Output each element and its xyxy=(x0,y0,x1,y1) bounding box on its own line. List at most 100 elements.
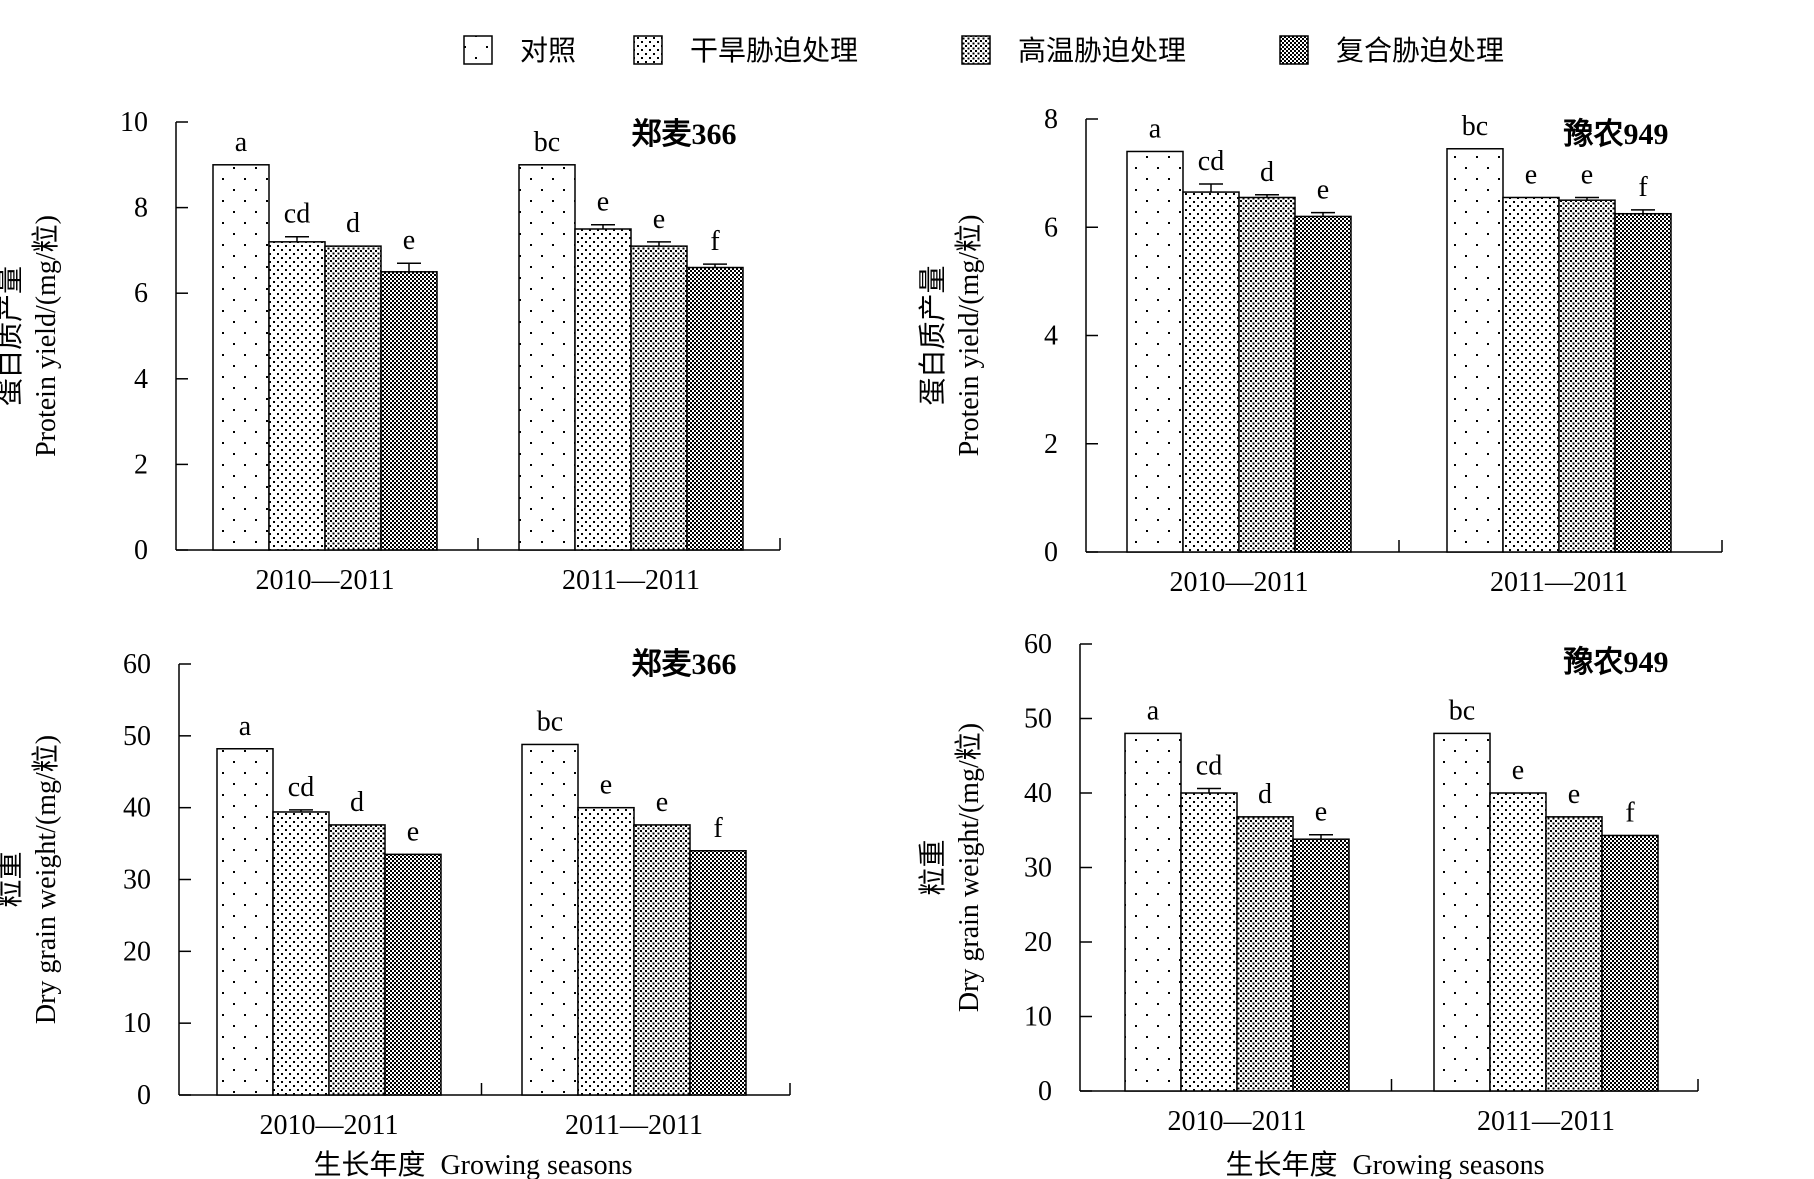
legend-item-combined: 复合胁迫处理 xyxy=(1279,34,1504,67)
y-axis-label-cn: 蛋白质产量 xyxy=(0,266,26,406)
significance-label: cd xyxy=(288,772,314,803)
significance-label: d xyxy=(1260,157,1274,188)
y-axis-label-cn: 粒重 xyxy=(0,851,26,907)
x-tick-label: 2010—2011 xyxy=(1170,567,1309,598)
significance-label: e xyxy=(600,770,612,801)
significance-label: f xyxy=(1625,797,1635,828)
legend-label-control: 对照 xyxy=(520,34,576,67)
significance-label: e xyxy=(1568,779,1580,810)
y-axis-label-en: Dry grain weight/(mg/粒) xyxy=(953,723,985,1012)
svg-text:生长年度 Growing seasons: 生长年度 Growing seasons xyxy=(313,1148,632,1179)
legend-item-drought: 干旱胁迫处理 xyxy=(633,34,858,67)
significance-label: a xyxy=(1149,113,1162,144)
y-tick-label: 0 xyxy=(134,535,148,566)
significance-label: cd xyxy=(1198,146,1224,177)
legend-label-combined: 复合胁迫处理 xyxy=(1336,34,1504,67)
significance-label: d xyxy=(1258,779,1272,810)
bar xyxy=(1558,199,1616,553)
panel-grain-weight-zhengmai366: 0 10 20 30 40 50 60 2010—2011 2011—2011 a bc cd e d e e… xyxy=(0,648,791,1141)
significance-label: bc xyxy=(537,706,563,737)
y-tick-label: 0 xyxy=(1038,1076,1052,1107)
bar xyxy=(689,850,747,1096)
y-tick-label: 40 xyxy=(123,793,151,824)
bar xyxy=(630,245,688,551)
y-tick-label: 60 xyxy=(1024,629,1052,660)
bar xyxy=(324,245,382,551)
y-tick-label: 40 xyxy=(1024,778,1052,809)
bar xyxy=(1502,196,1560,553)
y-tick-label: 50 xyxy=(123,721,151,752)
y-tick-label: 10 xyxy=(1024,1002,1052,1033)
y-tick-label: 2 xyxy=(134,449,148,480)
significance-label: e xyxy=(1525,159,1537,190)
bar xyxy=(1238,196,1296,553)
significance-label: e xyxy=(1317,175,1329,206)
bar xyxy=(1614,212,1672,553)
significance-label: e xyxy=(1512,755,1524,786)
significance-label: e xyxy=(653,204,665,235)
x-tick-label: 2010—2011 xyxy=(256,565,395,596)
shared-xlabel-left: 生长年度 Growing seasons xyxy=(313,1148,632,1179)
legend-item-control: 对照 xyxy=(463,34,576,67)
bar xyxy=(216,748,274,1096)
svg-text:生长年度 Growing seasons: 生长年度 Growing seasons xyxy=(1225,1148,1544,1179)
y-tick-label: 20 xyxy=(1024,927,1052,958)
panel-title: 郑麦366 xyxy=(632,118,737,151)
significance-label: f xyxy=(713,813,723,844)
significance-label: e xyxy=(1315,797,1327,828)
bar xyxy=(268,241,326,551)
significance-label: bc xyxy=(1462,111,1488,142)
x-tick-label: 2011—2011 xyxy=(565,1110,703,1141)
x-tick-label: 2011—2011 xyxy=(562,565,700,596)
significance-label: e xyxy=(403,225,415,256)
y-tick-label: 0 xyxy=(137,1080,151,1111)
significance-label: a xyxy=(1147,695,1160,726)
panel-title: 豫农949 xyxy=(1564,646,1669,679)
bar xyxy=(272,811,330,1096)
y-tick-label: 6 xyxy=(1044,212,1058,243)
y-tick-label: 6 xyxy=(134,278,148,309)
x-tick-label: 2011—2011 xyxy=(1490,567,1628,598)
bar xyxy=(1294,215,1352,553)
significance-label: a xyxy=(235,127,248,158)
bar xyxy=(577,806,635,1096)
y-tick-label: 8 xyxy=(1044,104,1058,135)
significance-label: f xyxy=(1638,172,1648,203)
x-tick-label: 2010—2011 xyxy=(260,1110,399,1141)
y-tick-label: 20 xyxy=(123,936,151,967)
bar xyxy=(1236,816,1294,1092)
bar xyxy=(1489,792,1547,1092)
bar xyxy=(1182,191,1240,553)
y-tick-label: 2 xyxy=(1044,429,1058,460)
y-tick-label: 50 xyxy=(1024,704,1052,735)
y-tick-label: 30 xyxy=(1024,853,1052,884)
xlabel-en-left: Growing seasons xyxy=(440,1150,632,1179)
y-tick-label: 30 xyxy=(123,865,151,896)
significance-label: f xyxy=(710,226,720,257)
x-tick-label: 2010—2011 xyxy=(1168,1106,1307,1137)
bar xyxy=(1601,834,1659,1092)
significance-label: a xyxy=(239,711,252,742)
panel-protein-yunong949: 0 2 4 6 8 2010—2011 2011—2011 a bc cd e d e e f 豫农949 蛋白… xyxy=(916,104,1723,598)
legend-item-heat: 高温胁迫处理 xyxy=(961,34,1186,67)
bar xyxy=(1126,150,1184,553)
bar xyxy=(1180,792,1238,1092)
y-axis-label-en: Protein yield/(mg/粒) xyxy=(953,215,985,457)
significance-label: cd xyxy=(284,199,310,230)
y-tick-label: 4 xyxy=(134,364,148,395)
bar xyxy=(1124,732,1182,1092)
y-axis-label-cn: 蛋白质产量 xyxy=(916,265,949,405)
panel-grain-weight-yunong949: 0 10 20 30 40 50 60 2010—2011 2011—2011 a bc cd e d e e… xyxy=(916,629,1699,1137)
bar xyxy=(212,164,270,551)
y-axis-label-cn: 粒重 xyxy=(916,839,949,895)
significance-label: e xyxy=(597,187,609,218)
significance-label: d xyxy=(350,787,364,818)
xlabel-cn-left: 生长年度 xyxy=(313,1148,425,1179)
y-axis-label-en: Protein yield/(mg/粒) xyxy=(30,215,62,457)
x-tick-label: 2011—2011 xyxy=(1477,1106,1615,1137)
y-axis-label-en: Dry grain weight/(mg/粒) xyxy=(30,735,62,1024)
legend: 对照 干旱胁迫处理 高温胁迫处理 复合胁迫处理 xyxy=(463,34,1504,67)
y-tick-label: 60 xyxy=(123,649,151,680)
y-tick-label: 10 xyxy=(123,1008,151,1039)
